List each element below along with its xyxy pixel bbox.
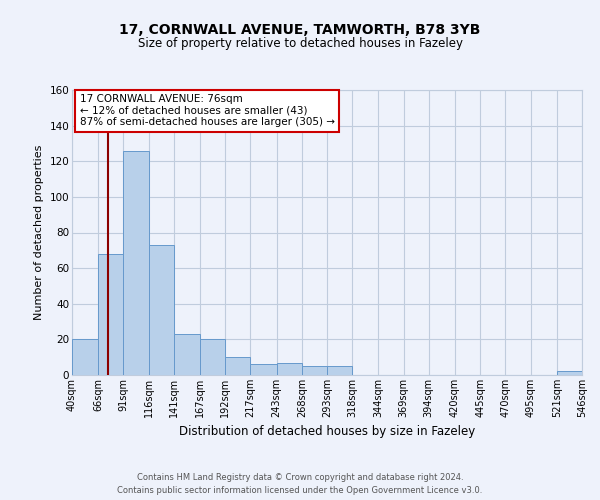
Text: Size of property relative to detached houses in Fazeley: Size of property relative to detached ho… — [137, 38, 463, 51]
Text: 17, CORNWALL AVENUE, TAMWORTH, B78 3YB: 17, CORNWALL AVENUE, TAMWORTH, B78 3YB — [119, 22, 481, 36]
Bar — [72, 340, 98, 375]
Text: Contains HM Land Registry data © Crown copyright and database right 2024.
Contai: Contains HM Land Registry data © Crown c… — [118, 474, 482, 495]
Bar — [174, 334, 200, 375]
Bar — [302, 366, 327, 375]
X-axis label: Distribution of detached houses by size in Fazeley: Distribution of detached houses by size … — [179, 426, 475, 438]
Bar — [557, 372, 582, 375]
Bar — [277, 362, 302, 375]
Bar — [98, 254, 124, 375]
Bar — [327, 366, 352, 375]
Text: 17 CORNWALL AVENUE: 76sqm
← 12% of detached houses are smaller (43)
87% of semi-: 17 CORNWALL AVENUE: 76sqm ← 12% of detac… — [80, 94, 335, 128]
Bar — [250, 364, 277, 375]
Y-axis label: Number of detached properties: Number of detached properties — [34, 145, 44, 320]
Bar — [124, 150, 149, 375]
Bar — [149, 245, 174, 375]
Bar — [200, 340, 225, 375]
Bar — [225, 357, 250, 375]
